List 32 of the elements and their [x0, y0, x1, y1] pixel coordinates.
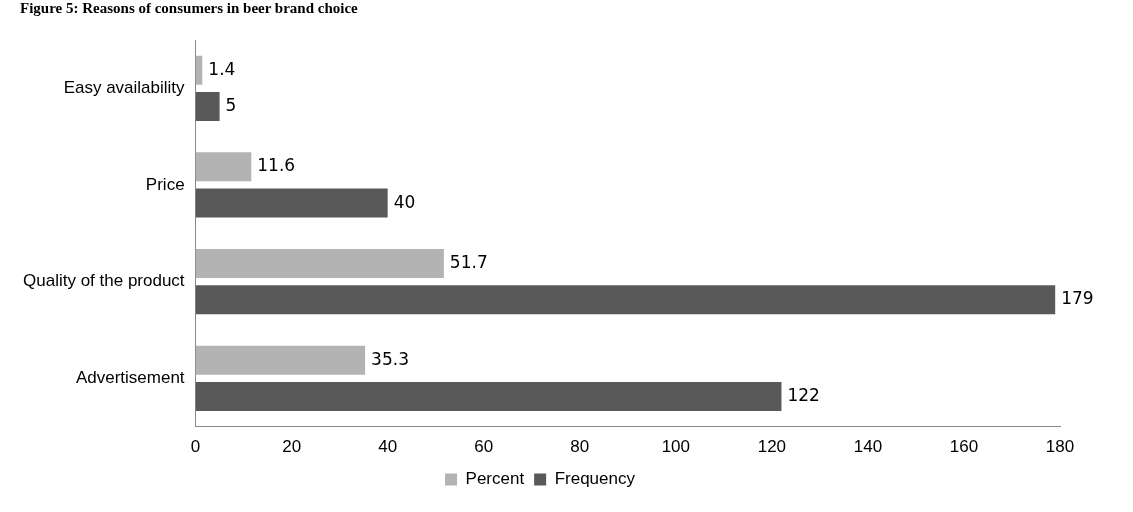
data-label: 122 [787, 384, 820, 405]
bar [195, 381, 782, 411]
x-tick-label: 180 [1045, 437, 1075, 457]
y-tick-label: Easy availability [63, 78, 186, 98]
data-label: 11.6 [257, 155, 296, 176]
x-tick-label: 160 [949, 437, 979, 457]
x-tick-label: 40 [378, 437, 398, 457]
data-label: 35.3 [371, 348, 409, 369]
data-label: 51.7 [449, 251, 488, 272]
legend-label: Percent [465, 469, 525, 489]
x-tick-label: 20 [282, 437, 302, 457]
x-tick-label: 120 [757, 437, 787, 457]
x-tick-label: 100 [661, 437, 691, 457]
bar [195, 249, 444, 278]
data-label: 179 [1061, 288, 1094, 309]
bar [195, 285, 1056, 315]
y-tick-label: Quality of the product [23, 271, 185, 291]
data-label: 40 [393, 191, 416, 212]
data-label: 1.4 [208, 58, 236, 79]
bar [195, 91, 220, 121]
bar [195, 152, 252, 182]
legend-label: Frequency [554, 469, 636, 489]
x-tick-label: 0 [190, 437, 201, 457]
x-tick-label: 140 [853, 437, 883, 457]
chart-title: Figure 5: Reasons of consumers in beer brand choice [20, 0, 358, 17]
bar [195, 345, 366, 375]
data-label: 5 [225, 94, 237, 115]
y-tick-label: Price [145, 174, 185, 194]
x-tick-label: 80 [570, 437, 590, 457]
y-tick-label: Advertisement [75, 367, 185, 387]
x-tick-label: 60 [474, 437, 494, 457]
bar [195, 188, 388, 218]
